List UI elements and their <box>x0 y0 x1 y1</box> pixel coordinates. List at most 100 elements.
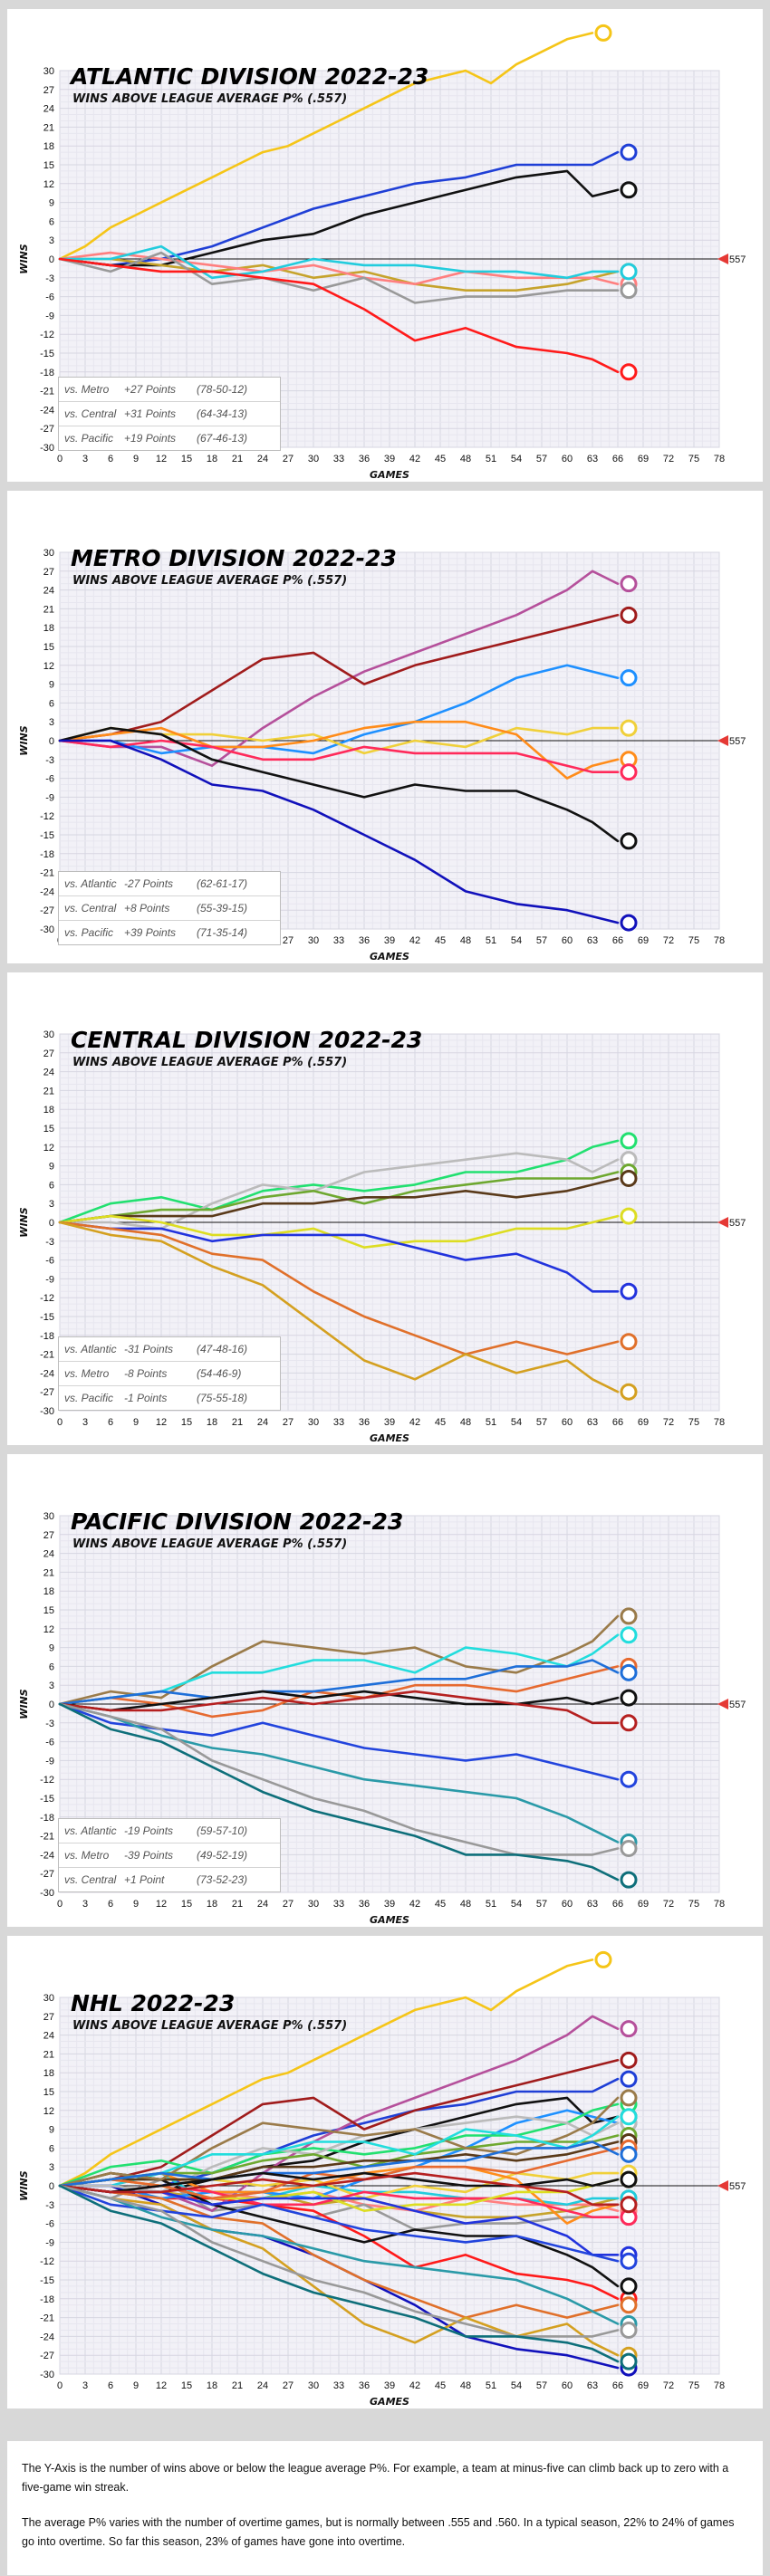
x-tick-label: 15 <box>181 2380 192 2391</box>
vs-record: (67-46-13) <box>197 432 248 445</box>
vs-record: (75-55-18) <box>197 1392 248 1404</box>
x-tick-label: 48 <box>460 1417 471 1428</box>
y-tick-label: 30 <box>43 1993 54 2004</box>
team-logo-icon <box>620 1607 638 1625</box>
x-tick-label: 72 <box>663 2380 674 2391</box>
vs-division-box: vs. Metro +27 Points (78-50-12) vs. Centra… <box>58 377 281 451</box>
y-tick-label: -30 <box>40 1888 54 1899</box>
x-tick-label: 30 <box>308 935 319 946</box>
reference-label: .557 <box>727 1218 746 1229</box>
footer-notes: The Y-Axis is the number of wins above o… <box>7 2441 763 2575</box>
x-tick-label: 27 <box>283 1899 294 1910</box>
series-line <box>58 1659 620 1706</box>
x-tick-label: 69 <box>638 2380 649 2391</box>
x-tick-label: 57 <box>536 935 547 946</box>
y-tick-label: 0 <box>49 254 54 265</box>
y-tick-label: 21 <box>43 1086 54 1096</box>
x-tick-label: 18 <box>207 2380 217 2391</box>
y-tick-label: -21 <box>40 2313 54 2324</box>
x-tick-label: 63 <box>587 2380 598 2391</box>
series-line <box>58 257 620 374</box>
x-tick-label: 3 <box>82 1417 88 1428</box>
vs-points: -27 Points <box>124 877 174 890</box>
vs-row: vs. Atlantic -31 Points (47-48-16) <box>59 1337 280 1362</box>
y-tick-label: -3 <box>45 273 54 284</box>
y-tick-label: 9 <box>49 198 54 209</box>
series-line <box>58 2171 620 2194</box>
series-line <box>58 664 620 755</box>
x-tick-label: 39 <box>384 1899 395 1910</box>
team-logo-icon <box>594 24 612 42</box>
x-tick-label: 57 <box>536 1417 547 1428</box>
y-axis-label: WINS <box>18 1689 30 1719</box>
x-tick-label: 33 <box>333 454 344 464</box>
x-tick-label: 12 <box>156 1417 167 1428</box>
vs-points: +1 Point <box>124 1873 165 1886</box>
chart-svg-nhl: 302724211815129630-3-6-9-12-15-18-21-24-… <box>18 1950 746 2408</box>
x-tick-label: 18 <box>207 454 217 464</box>
vs-label: vs. Atlantic <box>64 1343 117 1355</box>
series-line <box>58 720 620 780</box>
y-tick-label: -3 <box>45 2200 54 2211</box>
y-tick-label: 24 <box>43 1549 54 1560</box>
x-tick-label: 60 <box>562 935 573 946</box>
x-tick-label: 63 <box>587 935 598 946</box>
series-line <box>58 1690 620 1712</box>
y-tick-label: -6 <box>45 1738 54 1748</box>
x-tick-label: 24 <box>257 2380 268 2391</box>
series-line <box>58 1702 620 1856</box>
y-axis-label: WINS <box>18 1207 30 1237</box>
x-tick-label: 36 <box>359 2380 370 2391</box>
series-line <box>58 1702 620 1843</box>
y-tick-label: 15 <box>43 1124 54 1135</box>
series-line <box>58 2184 620 2357</box>
y-tick-label: 15 <box>43 2087 54 2098</box>
x-tick-label: 15 <box>181 1899 192 1910</box>
vs-record: (62-61-17) <box>197 877 248 890</box>
series-line <box>58 257 620 292</box>
chart-svg-metro: 302724211815129630-3-6-9-12-15-18-21-24-… <box>18 548 746 962</box>
y-tick-label: -24 <box>40 2332 54 2342</box>
y-tick-label: -12 <box>40 2256 54 2267</box>
x-tick-label: 54 <box>511 935 522 946</box>
x-tick-label: 57 <box>536 2380 547 2391</box>
vs-label: vs. Pacific <box>64 432 114 445</box>
x-tick-label: 60 <box>562 1899 573 1910</box>
x-tick-label: 66 <box>612 2380 623 2391</box>
y-tick-label: -30 <box>40 924 54 935</box>
y-tick-label: -15 <box>40 1312 54 1323</box>
x-tick-label: 42 <box>409 1417 420 1428</box>
team-logo-icon <box>620 575 638 593</box>
y-tick-label: -27 <box>40 905 54 916</box>
y-tick-label: 9 <box>49 2125 54 2136</box>
team-logo-icon <box>620 1282 638 1300</box>
y-tick-label: 27 <box>43 2012 54 2023</box>
vs-row: vs. Central +31 Points (64-34-13) <box>59 402 280 426</box>
x-tick-label: 30 <box>308 2380 319 2391</box>
y-tick-label: -27 <box>40 1387 54 1398</box>
series-line <box>58 739 620 773</box>
y-tick-label: -15 <box>40 830 54 841</box>
chart-title: NHL 2022-23 <box>71 1990 236 2016</box>
series-line <box>58 251 620 304</box>
x-tick-label: 15 <box>181 1417 192 1428</box>
x-tick-label: 6 <box>108 454 113 464</box>
y-tick-label: -12 <box>40 1293 54 1304</box>
chart-title: CENTRAL DIVISION 2022-23 <box>71 1027 423 1053</box>
x-tick-label: 60 <box>562 2380 573 2391</box>
y-tick-label: 12 <box>43 2106 54 2117</box>
team-logo-icon <box>620 2170 638 2188</box>
vs-row: vs. Metro +27 Points (78-50-12) <box>59 378 280 402</box>
series-line <box>58 2184 620 2363</box>
x-tick-label: 36 <box>359 454 370 464</box>
y-tick-label: 21 <box>43 122 54 133</box>
footer-paragraph: The Y-Axis is the number of wins above o… <box>22 2462 729 2494</box>
vs-record: (55-39-15) <box>197 902 248 915</box>
y-tick-label: -6 <box>45 292 54 303</box>
series-line <box>58 726 620 843</box>
x-tick-label: 21 <box>232 1417 243 1428</box>
y-tick-label: 6 <box>49 698 54 709</box>
y-tick-label: -18 <box>40 1331 54 1342</box>
x-tick-label: 51 <box>486 1899 496 1910</box>
x-tick-label: 6 <box>108 1899 113 1910</box>
